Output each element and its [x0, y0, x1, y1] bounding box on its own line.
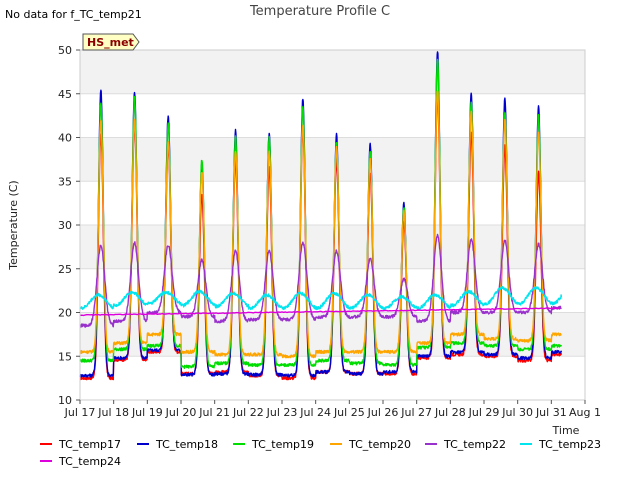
x-tick-label: Jul 22: [232, 406, 264, 419]
plot-band: [80, 225, 585, 269]
y-tick-label: 15: [58, 350, 72, 363]
y-tick-label: 35: [58, 175, 72, 188]
x-tick-label: Jul 26: [367, 406, 399, 419]
series-line-TC_temp22: [79, 233, 562, 328]
legend: TC_temp17 TC_temp18 TC_temp19 TC_temp20 TC_t…: [40, 438, 601, 468]
series-line-TC_temp18: [79, 51, 563, 378]
badge-label: HS_met: [87, 36, 134, 49]
x-tick-label: Jul 20: [165, 406, 197, 419]
y-tick-label: 40: [58, 132, 72, 145]
hs-met-badge: HS_met: [82, 33, 140, 51]
y-tick-label: 20: [58, 307, 72, 320]
series-line-TC_temp23: [79, 285, 563, 311]
x-tick-label: Jul 19: [131, 406, 163, 419]
x-tick-label: Aug 1: [569, 406, 601, 419]
no-data-note: No data for f_TC_temp21: [5, 8, 142, 21]
y-tick-label: 30: [58, 219, 72, 232]
legend-label: TC_temp22: [443, 438, 506, 451]
x-tick-label: Jul 27: [400, 406, 432, 419]
x-tick-label: Jul 21: [198, 406, 230, 419]
legend-label: TC_temp23: [538, 438, 601, 451]
plot-band: [80, 137, 585, 182]
badge-shape: [82, 33, 140, 51]
series-line-TC_temp17: [79, 92, 563, 381]
x-tick-label: Jul 30: [501, 406, 533, 419]
y-tick-label: 45: [58, 88, 72, 101]
y-axis-title: Temperature (C): [7, 180, 20, 270]
x-axis-title: Time: [552, 424, 580, 437]
series-line-TC_temp20: [79, 90, 562, 359]
series-layer: [79, 51, 563, 381]
y-tick-label: 25: [58, 263, 72, 276]
y-tick-label: 10: [58, 394, 72, 407]
x-tick-label: Jul 23: [266, 406, 298, 419]
legend-label: TC_temp20: [348, 438, 411, 451]
chart-title: Temperature Profile C: [249, 4, 390, 19]
series-line-TC_temp24: [79, 307, 560, 317]
legend-label: TC_temp18: [155, 438, 218, 451]
series-line-TC_temp19: [79, 58, 563, 369]
x-axis: Jul 17 Jul 18 Jul 19 Jul 20 Jul 21 Jul 22 Jul …: [64, 400, 601, 419]
x-tick-label: Jul 29: [468, 406, 500, 419]
x-tick-label: Jul 31: [535, 406, 567, 419]
legend-label: TC_temp24: [58, 455, 121, 468]
plot-band: [80, 50, 585, 94]
x-tick-label: Jul 24: [299, 406, 331, 419]
x-tick-label: Jul 18: [97, 406, 129, 419]
y-axis: 10 15 20 25 30 35 40 45 50: [58, 44, 80, 407]
x-tick-label: Jul 17: [64, 406, 96, 419]
legend-label: TC_temp17: [58, 438, 121, 451]
y-tick-label: 50: [58, 44, 72, 57]
legend-label: TC_temp19: [251, 438, 314, 451]
x-tick-label: Jul 25: [333, 406, 365, 419]
x-tick-label: Jul 28: [434, 406, 466, 419]
